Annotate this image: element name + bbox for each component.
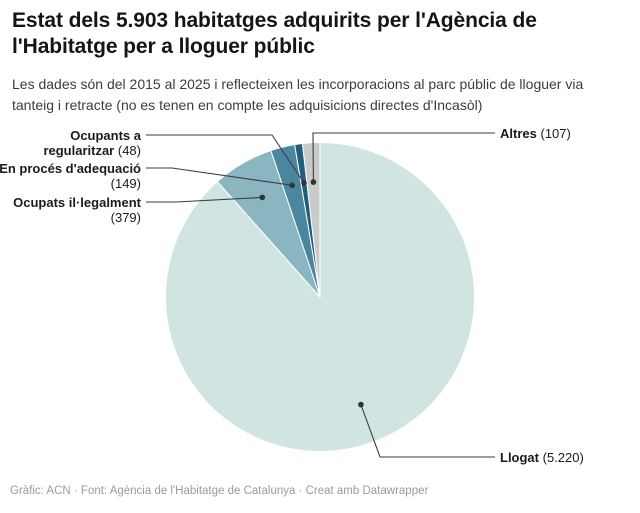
- slice-label-text: En procés d'adequació: [0, 161, 141, 176]
- connector-dot-ocupats-illegalment: [259, 194, 266, 201]
- slice-label-llogat: Llogat (5.220): [500, 450, 584, 465]
- connector-line-en-proces-adequacio: [146, 167, 293, 186]
- connector-dot-llogat: [358, 401, 364, 408]
- slice-label-text: Ocupats il·legalment: [13, 195, 141, 210]
- slice-label-text: Llogat: [500, 450, 539, 465]
- connector-line-llogat: [360, 404, 495, 458]
- connector-dot-ocupants-a-regularitzar: [301, 180, 307, 186]
- chart-attribution: Gràfic: ACN · Font: Agència de l'Habitat…: [10, 485, 429, 497]
- slice-label-ocupats-illegalment: Ocupats il·legalment (379): [0, 195, 141, 225]
- connector-dot-altres: [310, 179, 317, 185]
- slice-label-altres: Altres (107): [500, 126, 571, 141]
- slice-label-text: Ocupants a regularitzar: [43, 128, 141, 158]
- connector-line-ocupats-illegalment: [146, 196, 263, 203]
- slice-label-value: (107): [540, 126, 571, 141]
- chart-subtitle: Les dades són del 2015 al 2025 i reflect…: [12, 76, 584, 113]
- connector-line-altres: [312, 132, 495, 183]
- chart-title: Estat dels 5.903 habitatges adquirits pe…: [12, 9, 537, 58]
- slice-label-value: (48): [117, 143, 141, 158]
- slice-label-text: Altres: [500, 126, 537, 141]
- connector-dot-en-proces-adequacio: [289, 182, 296, 189]
- connector-line-ocupants-a-regularitzar: [146, 134, 305, 184]
- slice-label-ocupants-a-regularitzar: Ocupants a regularitzar (48): [21, 128, 141, 158]
- slice-label-value: (379): [110, 210, 141, 225]
- slice-label-en-proces-adequacio: En procés d'adequació (149): [0, 161, 141, 191]
- slice-label-value: (5.220): [542, 450, 584, 465]
- slice-label-value: (149): [110, 176, 141, 191]
